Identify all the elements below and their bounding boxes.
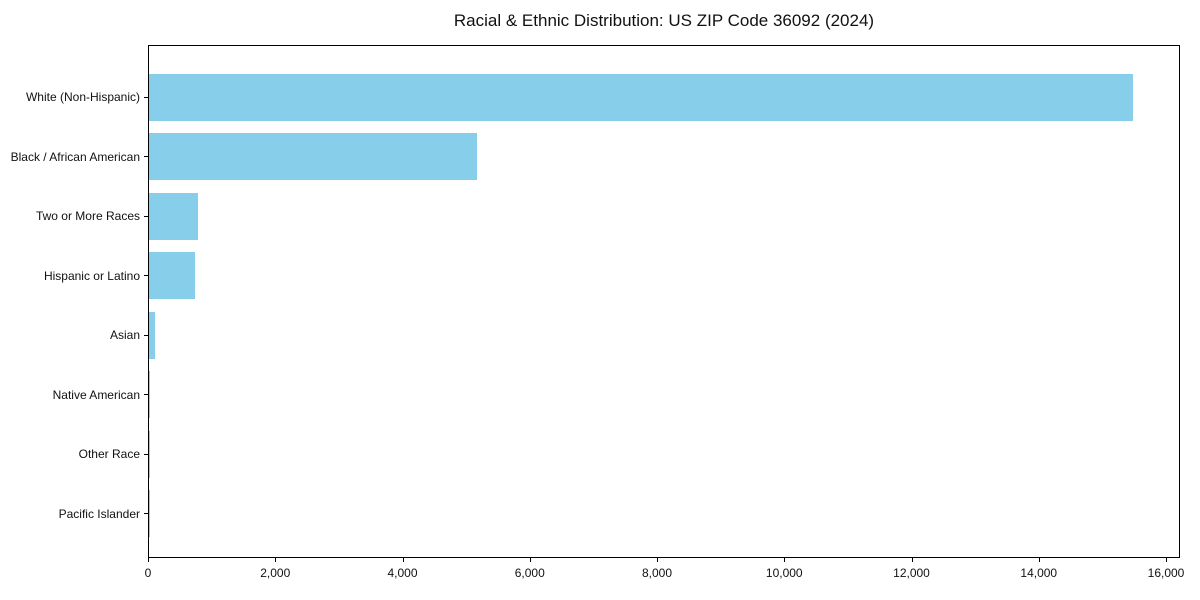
x-tick-label: 0 (144, 566, 152, 580)
x-tick (529, 558, 531, 562)
x-tick-label: 2,000 (260, 566, 291, 580)
x-tick-label: 12,000 (893, 566, 930, 580)
x-tick-label: 8,000 (641, 566, 673, 580)
chart-title: Racial & Ethnic Distribution: US ZIP Cod… (453, 11, 875, 30)
y-tick (144, 453, 148, 455)
y-tick (144, 275, 148, 277)
x-tick (148, 558, 149, 562)
y-tick (144, 394, 148, 396)
x-tick (784, 558, 786, 562)
y-axis-label: Two or More Races (35, 209, 140, 224)
y-tick (144, 215, 148, 217)
x-tick (275, 558, 277, 562)
y-tick (144, 334, 148, 336)
bar (149, 371, 151, 419)
x-tick-label: 6,000 (514, 566, 545, 580)
x-tick-label: 16,000 (1147, 566, 1185, 580)
x-tick (1166, 558, 1167, 562)
bar (149, 252, 195, 300)
bar (149, 73, 1134, 121)
x-tick-label: 14,000 (1020, 566, 1058, 580)
y-axis-label: Asian (109, 328, 140, 343)
y-axis-label: Hispanic or Latino (43, 268, 140, 283)
x-tick (402, 558, 404, 562)
bar (149, 311, 156, 359)
plot-area (148, 45, 1180, 558)
y-tick (144, 96, 148, 98)
y-tick (144, 156, 148, 158)
bar (149, 133, 478, 181)
y-axis-label: White (Non-Hispanic) (25, 90, 140, 104)
x-tick (1038, 558, 1040, 562)
bar (149, 430, 150, 478)
x-tick (657, 558, 658, 562)
y-axis-label: Other Race (78, 447, 140, 462)
x-tick-label: 10,000 (765, 566, 803, 580)
x-tick (911, 558, 913, 562)
y-tick (144, 513, 148, 515)
bar (149, 192, 198, 240)
y-axis-label: Native American (52, 387, 140, 402)
x-tick-label: 4,000 (387, 566, 418, 580)
y-axis-label: Pacific Islander (58, 506, 140, 521)
y-axis-label: Black / African American (10, 149, 140, 164)
